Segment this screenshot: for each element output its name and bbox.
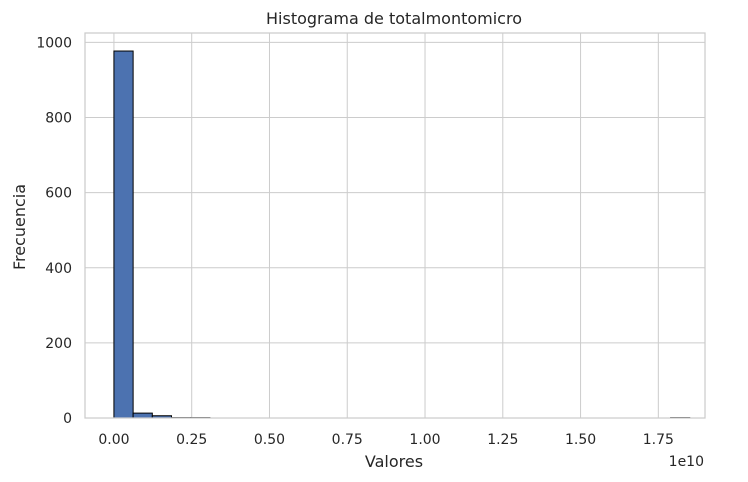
y-tick-label: 200 — [45, 336, 72, 352]
histogram-bar — [113, 50, 134, 419]
x-tick-labels: 0.00 0.25 0.50 0.75 1.00 1.25 1.50 1.75 — [98, 432, 674, 448]
plot-frame — [84, 32, 706, 419]
histogram-bars — [113, 50, 691, 419]
x-tick-label: 1.25 — [487, 432, 518, 448]
chart-title: Histograma de totalmontomicro — [266, 9, 522, 28]
x-tick-label: 1.75 — [643, 432, 674, 448]
x-axis-label: Valores — [365, 452, 423, 471]
x-tick-label: 0.50 — [254, 432, 285, 448]
x-axis-offset-label: 1e10 — [669, 454, 704, 470]
x-tick-label: 0.75 — [332, 432, 363, 448]
y-tick-label: 600 — [45, 186, 72, 202]
x-tick-label: 1.50 — [565, 432, 596, 448]
x-tick-label: 1.00 — [409, 432, 440, 448]
y-tick-label: 400 — [45, 261, 72, 277]
y-tick-label: 0 — [63, 411, 72, 427]
y-tick-labels: 0 200 400 600 800 1000 — [36, 35, 72, 427]
gridlines — [85, 33, 705, 419]
y-axis-label: Frecuencia — [10, 184, 29, 270]
histogram-bar — [132, 412, 153, 419]
x-tick-label: 0.25 — [176, 432, 207, 448]
y-tick-label: 800 — [45, 111, 72, 127]
y-tick-label: 1000 — [36, 35, 72, 51]
x-tick-label: 0.00 — [98, 432, 129, 448]
